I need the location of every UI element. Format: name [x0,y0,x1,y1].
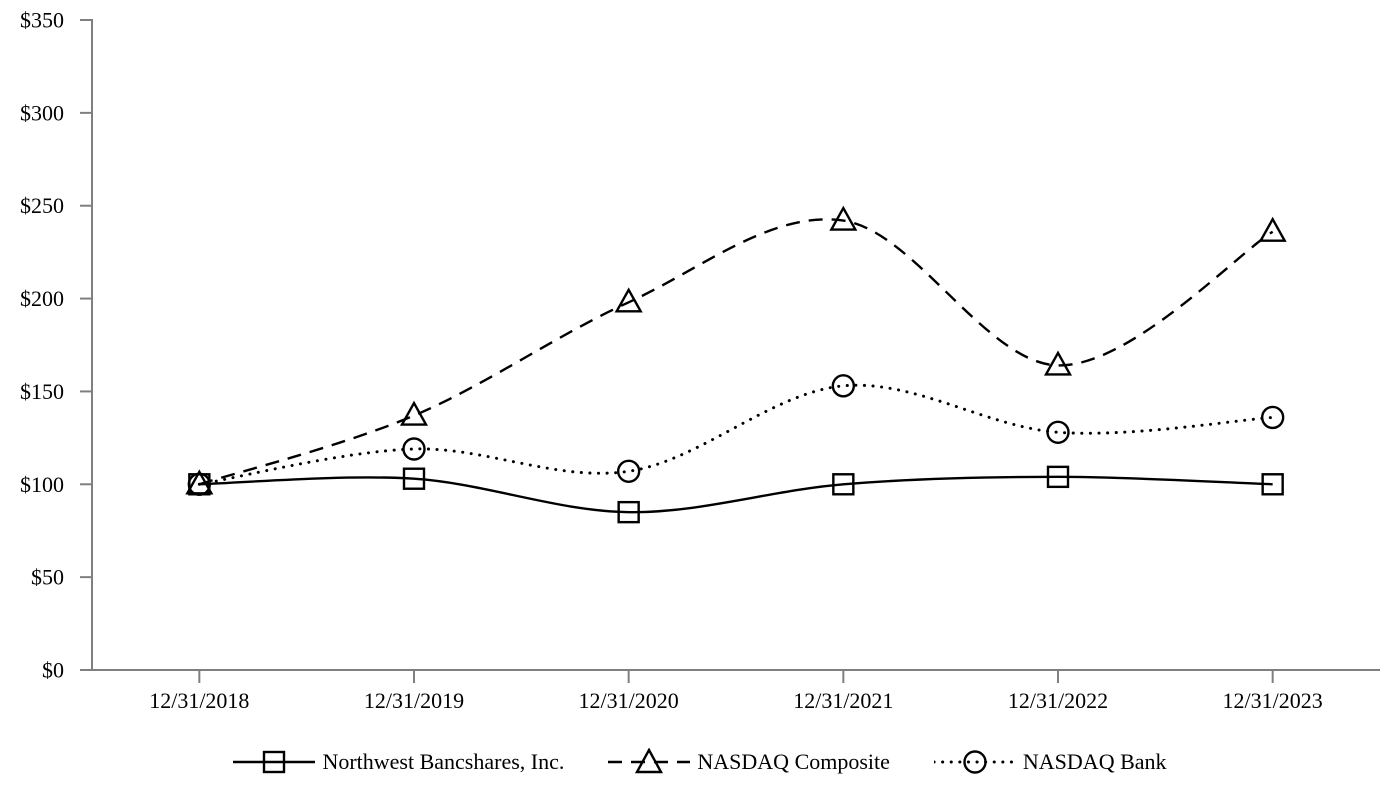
series-line-nasdaq-bank [197,383,1275,486]
legend-item-nasdaq-bank: NASDAQ Bank [933,748,1167,776]
y-tick-label: $100 [20,472,64,497]
dashed-line-triangle-marker-icon [608,748,691,774]
x-tick-label: 12/31/2019 [364,688,464,713]
legend-label-northwest-bancshares: Northwest Bancshares, Inc. [322,749,565,774]
legend-label-nasdaq-bank: NASDAQ Bank [1022,749,1167,774]
chart-canvas: $0 $50 $100 $150 $200 $250 $300 $350 12/31/2018 1… [20,8,1380,713]
marker-circle-nasdaq-bank [1260,405,1285,430]
dotted-line-circle-marker-icon [933,750,1016,774]
marker-triangle-nasdaq-composite [614,287,643,313]
legend-label-nasdaq-composite: NASDAQ Composite [697,749,890,774]
marker-triangle-nasdaq-composite [399,400,429,426]
marker-square-northwest-bancshares-inc [402,467,426,490]
chart-legend: Northwest Bancshares, Inc. NASDAQ Compos… [0,748,1400,776]
marker-square-northwest-bancshares-inc [1261,473,1284,496]
series-line-northwest-bancshares-inc [199,475,1273,514]
marker-circle-nasdaq-bank [1046,420,1070,444]
marker-circle-nasdaq-bank [187,472,212,496]
y-tick-label: $0 [42,658,64,683]
y-tick-label: $250 [20,193,64,218]
y-tick-label: $200 [20,286,64,311]
x-tick-label: 12/31/2020 [579,688,679,713]
marker-circle-nasdaq-bank [831,374,856,398]
marker-square-northwest-bancshares-inc [832,473,855,496]
y-tick-label: $150 [20,379,64,404]
y-tick-label: $300 [20,100,64,125]
y-tick-label: $50 [31,565,64,590]
marker-square-northwest-bancshares-inc [1046,465,1070,489]
marker-circle-nasdaq-bank [402,437,426,461]
series-line-nasdaq-composite [198,218,1274,486]
marker-triangle-nasdaq-composite [185,469,214,495]
x-tick-label: 12/31/2021 [793,688,893,713]
legend-item-nasdaq-composite: NASDAQ Composite [608,748,890,776]
marker-circle-nasdaq-bank [616,459,641,483]
marker-square-northwest-bancshares-inc [617,500,640,524]
legend-item-northwest-bancshares: Northwest Bancshares, Inc. [233,748,564,776]
x-tick-label: 12/31/2023 [1223,688,1323,713]
solid-line-square-marker-icon [233,750,316,774]
x-tick-label: 12/31/2018 [149,688,249,713]
marker-triangle-nasdaq-composite [1258,216,1287,242]
x-tick-label: 12/31/2022 [1008,688,1108,713]
marker-triangle-nasdaq-composite [829,205,858,231]
y-tick-label: $350 [20,8,64,33]
marker-triangle-nasdaq-composite [1043,350,1073,376]
